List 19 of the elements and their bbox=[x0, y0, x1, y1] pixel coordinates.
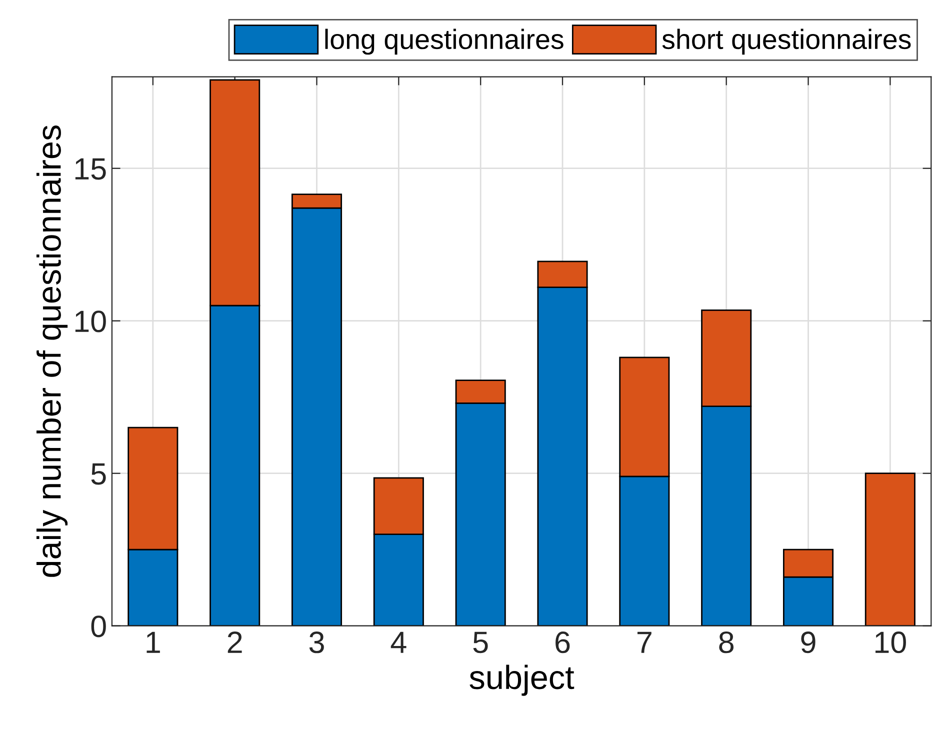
x-tick-label: 8 bbox=[719, 632, 734, 654]
x-tick-label: 10 bbox=[876, 632, 906, 654]
x-tick-label: 7 bbox=[637, 632, 652, 653]
y-tick-label: 0 bbox=[91, 616, 106, 638]
x-tick-label: 6 bbox=[556, 632, 570, 654]
y-tick-label: 10 bbox=[75, 310, 106, 332]
x-tick-label: 9 bbox=[801, 632, 816, 654]
y-tick-label: 15 bbox=[75, 158, 106, 180]
legend-label: short questionnaires bbox=[662, 28, 911, 55]
y-axis-title: daily number of questionnaires bbox=[36, 126, 68, 577]
x-tick-label: 5 bbox=[473, 632, 488, 654]
x-axis-title: subject bbox=[470, 664, 574, 696]
x-tick-label: 2 bbox=[228, 632, 242, 653]
x-tick-label: 4 bbox=[390, 632, 406, 653]
y-tick-label: 5 bbox=[91, 463, 106, 485]
x-tick-label: 1 bbox=[146, 632, 160, 653]
x-tick-label: 3 bbox=[309, 632, 324, 654]
bar bbox=[864, 472, 916, 626]
legend-label: long questionnaires bbox=[325, 28, 564, 55]
